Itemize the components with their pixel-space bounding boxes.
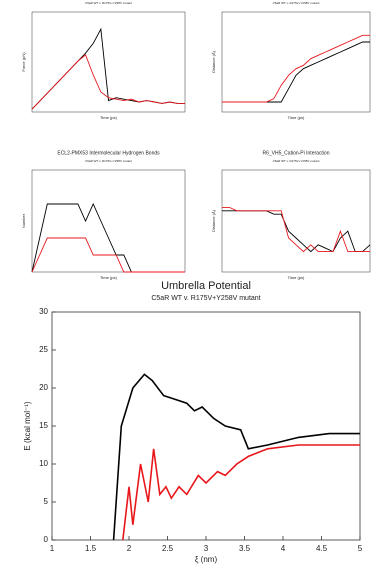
data-line [31, 27, 185, 110]
chart-subtitle: C5aR WT v. R175V+Y258V mutant [273, 159, 320, 163]
y-tick-label: 10 [39, 459, 48, 468]
y-tick-label: 15 [39, 421, 48, 430]
x-axis-label: Time (ps) [100, 115, 117, 120]
y-axis-label: Number [21, 213, 26, 228]
chart-title: R6_VH5_Cation-Pi Interaction [263, 150, 330, 156]
y-tick-label: 5 [44, 497, 49, 506]
x-tick-label: 3.5 [239, 544, 251, 553]
y-tick-label: 30 [39, 307, 48, 316]
x-tick-label: 2 [127, 544, 132, 553]
chart-subtitle: C5aR WT v. R175V+Y258V mutant [85, 1, 132, 5]
y-axis-label: Distance (Å) [211, 50, 216, 73]
chart-subtitle: C5aR WT v. R175V+Y258V mutant [151, 295, 260, 302]
x-tick-label: 4.5 [316, 544, 328, 553]
x-axis-label: Time (ps) [288, 275, 305, 280]
x-axis-label: Time (ps) [100, 275, 117, 280]
x-tick-label: 2.5 [162, 544, 174, 553]
y-tick-label: 20 [39, 383, 48, 392]
chart-title: Umbrella Potential [161, 280, 251, 292]
y-tick-label: 25 [39, 345, 48, 354]
plot-frame [221, 11, 371, 113]
x-tick-label: 1.5 [85, 544, 97, 553]
chart-title: ECL2-PMX53 Intermolecular Hydrogen Bonds [57, 150, 160, 156]
plot-frame [31, 169, 186, 273]
x-tick-label: 4 [281, 544, 286, 553]
data-line [222, 210, 371, 253]
chart-subtitle: C5aR WT v. R175V+Y258V mutant [273, 1, 320, 5]
x-axis-label: Time (ps) [288, 115, 305, 120]
x-tick-label: 3 [204, 544, 209, 553]
data-line [31, 54, 185, 110]
x-axis-label: ξ (nm) [195, 555, 218, 564]
data-line [222, 34, 370, 103]
y-tick-label: 0 [44, 535, 49, 544]
data-line [222, 41, 370, 103]
data-line [31, 237, 185, 273]
data-line [222, 206, 370, 253]
plot-frame [31, 11, 186, 113]
y-axis-label: Distance (Å) [211, 209, 216, 232]
plot-frame [221, 169, 371, 273]
x-tick-label: 1 [50, 544, 55, 553]
data-line [112, 373, 360, 541]
y-axis-label: Force (pN) [21, 52, 26, 72]
data-line [122, 444, 360, 541]
chart-subtitle: C5aR WT v. R175V+Y258V mutant [85, 159, 132, 163]
y-axis-label: E (kcal mol⁻¹) [23, 401, 32, 450]
x-tick-label: 5 [358, 544, 363, 553]
plot-frame [51, 311, 361, 541]
